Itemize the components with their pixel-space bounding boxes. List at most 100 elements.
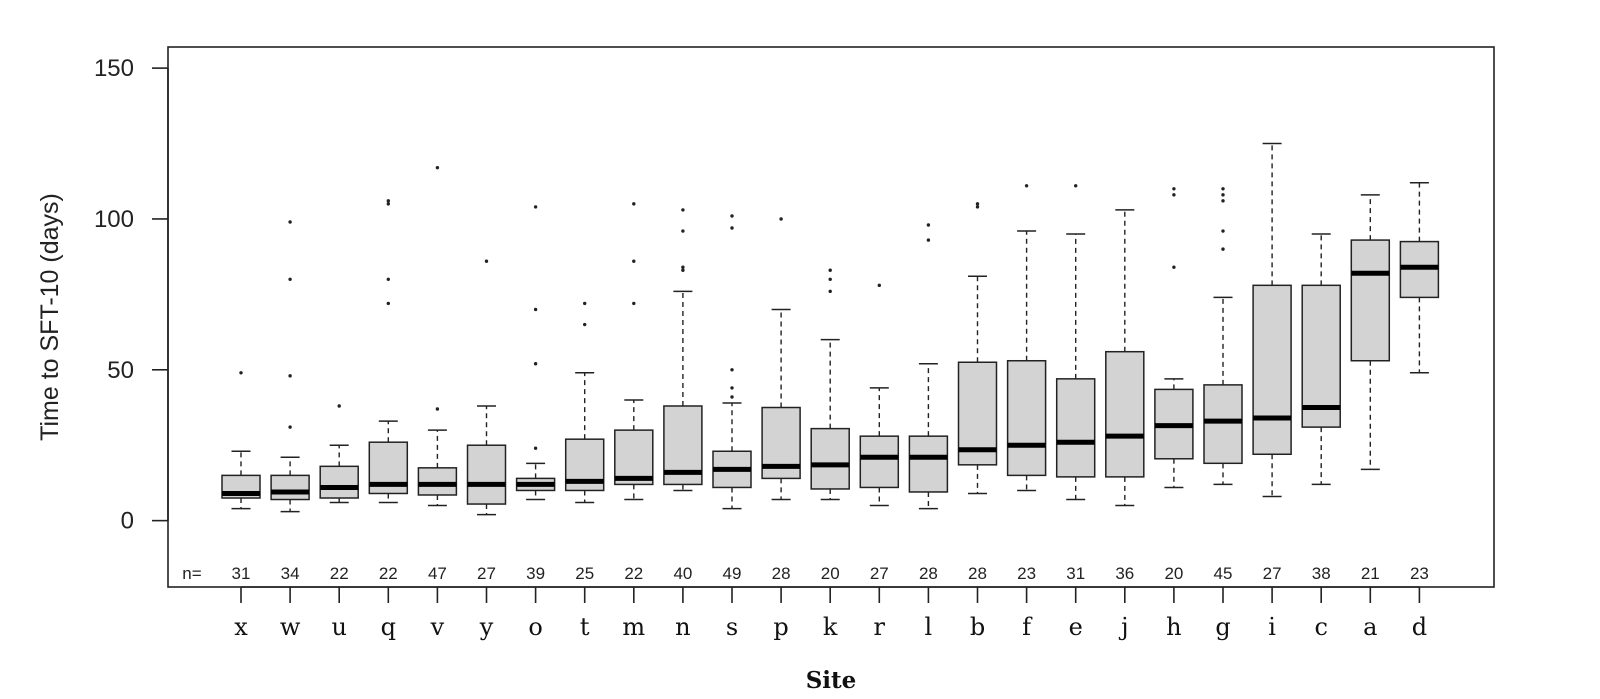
y-tick-label: 150 — [94, 55, 134, 82]
box-m — [614, 202, 654, 501]
x-tick-label-s: s — [726, 613, 738, 641]
x-axis-label: Site — [806, 667, 857, 694]
x-tick-label-a: a — [1363, 613, 1377, 641]
box-o — [515, 205, 556, 501]
y-axis-label: Time to SFT-10 (days) — [36, 193, 64, 441]
outlier-point — [681, 268, 685, 272]
outlier-point — [828, 268, 832, 272]
outlier-point — [533, 205, 538, 209]
x-tick-label-k: k — [823, 613, 838, 641]
outlier-point — [435, 407, 440, 411]
outlier-point — [1221, 193, 1225, 197]
n-count-v: 47 — [428, 564, 447, 583]
outlier-point — [386, 277, 390, 281]
n-count-row: n= 31 34 22 22 47 27 39 25 22 40 49 28 20 27 28 28 23 31 3… — [182, 564, 1429, 583]
box-body — [1252, 284, 1292, 456]
outlier-point — [779, 217, 783, 221]
y-tick-label: 50 — [107, 357, 134, 384]
outlier-point — [1221, 187, 1225, 191]
n-count-q: 22 — [379, 564, 398, 583]
outlier-point — [681, 265, 685, 269]
n-count-u: 22 — [330, 564, 349, 583]
n-count-l: 28 — [919, 564, 938, 583]
outlier-point — [288, 374, 292, 378]
y-tick-label: 100 — [94, 206, 134, 233]
x-tick-label-w: w — [280, 613, 301, 641]
outlier-point — [681, 208, 685, 212]
box-d — [1399, 182, 1440, 374]
box-body — [908, 435, 949, 493]
outlier-point — [730, 395, 734, 399]
outlier-point — [1221, 199, 1225, 203]
box-h — [1154, 187, 1194, 489]
n-count-e: 31 — [1066, 564, 1085, 583]
outlier-point — [583, 322, 587, 327]
outlier-point — [975, 205, 980, 209]
box-s — [712, 214, 752, 510]
box-body — [1006, 359, 1047, 477]
x-tick-label-j: j — [1118, 613, 1128, 641]
box-w — [270, 220, 310, 513]
outlier-point — [730, 386, 734, 390]
outlier-point — [288, 277, 292, 281]
outlier-point — [828, 277, 832, 281]
x-tick-label-g: g — [1215, 613, 1230, 641]
box-body — [319, 465, 359, 499]
x-tick-label-l: l — [925, 613, 933, 641]
n-count-w: 34 — [281, 564, 300, 583]
outlier-point — [730, 226, 734, 230]
n-count-n: 40 — [673, 564, 692, 583]
n-count-f: 23 — [1017, 564, 1036, 583]
outlier-point — [730, 368, 734, 372]
outlier-point — [288, 220, 292, 224]
box-body — [1301, 284, 1341, 428]
x-tick-label-m: m — [622, 613, 645, 641]
outlier-point — [533, 446, 538, 450]
outlier-point — [583, 301, 587, 306]
outlier-point — [533, 307, 538, 312]
y-tick-label: 0 — [121, 508, 134, 535]
box-q — [368, 199, 409, 504]
box-n — [663, 208, 703, 492]
box-t — [564, 301, 605, 504]
n-count-g: 45 — [1214, 564, 1233, 583]
box-r — [859, 283, 900, 507]
n-count-y: 27 — [477, 564, 496, 583]
outlier-point — [828, 289, 832, 294]
box-c — [1301, 233, 1341, 486]
outlier-point — [484, 259, 489, 263]
box-body — [810, 427, 850, 490]
box-u — [319, 404, 359, 504]
n-count-x: 31 — [232, 564, 251, 583]
plot-frame — [167, 46, 1495, 588]
box-j — [1105, 209, 1145, 507]
n-count-m: 22 — [624, 564, 643, 583]
outlier-point — [288, 425, 292, 429]
x-tick-label-h: h — [1166, 613, 1181, 641]
n-count-p: 28 — [772, 564, 791, 583]
box-body — [466, 444, 507, 505]
outlier-point — [632, 202, 636, 206]
x-tick-label-o: o — [528, 613, 542, 641]
outlier-point — [239, 371, 243, 375]
box-p — [761, 217, 801, 501]
outlier-point — [681, 229, 685, 233]
outlier-point — [632, 259, 636, 263]
x-tick-label-x: x — [234, 613, 248, 641]
box-body — [1055, 378, 1096, 478]
x-tick-label-f: f — [1022, 613, 1033, 641]
x-tick-label-i: i — [1268, 613, 1276, 641]
n-count-o: 39 — [526, 564, 545, 583]
outlier-point — [877, 283, 881, 288]
outlier-point — [386, 199, 390, 203]
outlier-point — [1172, 193, 1176, 197]
x-tick-label-n: n — [675, 613, 690, 641]
x-tick-label-u: u — [331, 613, 346, 641]
n-count-t: 25 — [575, 564, 594, 583]
box-body — [859, 435, 900, 489]
box-body — [1203, 384, 1243, 465]
box-e — [1055, 184, 1096, 501]
box-body — [1105, 350, 1145, 478]
box-f — [1006, 184, 1047, 492]
